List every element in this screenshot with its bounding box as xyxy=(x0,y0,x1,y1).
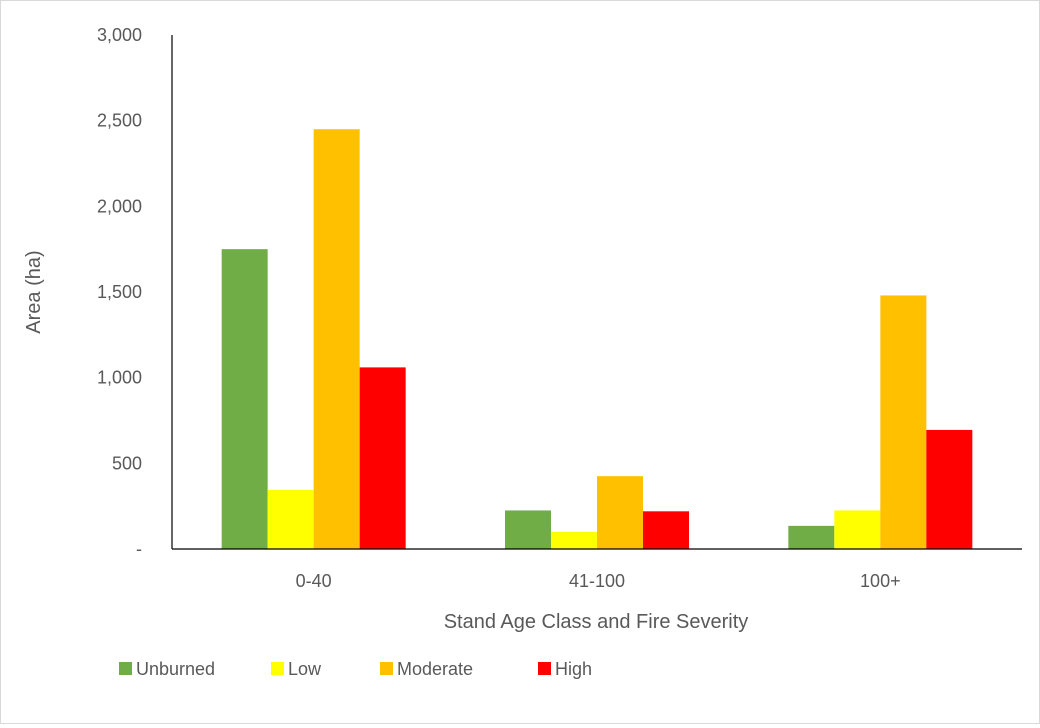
y-tick-label: 3,000 xyxy=(97,25,142,45)
bar-unburned-1 xyxy=(505,510,551,549)
y-tick-label: 1,500 xyxy=(97,282,142,302)
bar-high-2 xyxy=(926,429,973,549)
x-axis-ticks: 0-40 41-100 100+ xyxy=(296,571,901,591)
y-tick-label: 2,500 xyxy=(97,111,142,131)
bars-group xyxy=(221,129,973,549)
bar-unburned-0 xyxy=(221,249,268,549)
legend-swatch-low xyxy=(271,662,284,675)
legend-swatch-unburned xyxy=(119,662,132,675)
bar-high-1 xyxy=(643,511,689,549)
bar-low-1 xyxy=(551,531,597,549)
legend-swatch-moderate xyxy=(380,662,393,675)
bar-moderate-1 xyxy=(597,476,643,549)
bar-high-0 xyxy=(359,367,406,549)
legend-swatch-high xyxy=(538,662,551,675)
legend: Unburned Low Moderate High xyxy=(119,659,592,679)
x-tick-label: 0-40 xyxy=(296,571,332,591)
y-tick-label: 1,000 xyxy=(97,368,142,388)
bar-moderate-0 xyxy=(313,129,360,549)
legend-label-high: High xyxy=(555,659,592,679)
bar-low-2 xyxy=(834,510,881,549)
y-tick-label: - xyxy=(136,539,142,559)
bar-moderate-2 xyxy=(880,295,927,549)
legend-label-low: Low xyxy=(288,659,322,679)
bar-unburned-2 xyxy=(788,525,835,549)
legend-label-unburned: Unburned xyxy=(136,659,215,679)
legend-label-moderate: Moderate xyxy=(397,659,473,679)
y-axis-ticks: - 500 1,000 1,500 2,000 2,500 3,000 xyxy=(97,25,142,559)
x-tick-label: 41-100 xyxy=(569,571,625,591)
y-axis-title: Area (ha) xyxy=(23,250,45,333)
bar-low-0 xyxy=(267,489,314,549)
y-tick-label: 500 xyxy=(112,453,142,473)
x-tick-label: 100+ xyxy=(860,571,901,591)
y-tick-label: 2,000 xyxy=(97,196,142,216)
x-axis-title: Stand Age Class and Fire Severity xyxy=(444,611,749,633)
